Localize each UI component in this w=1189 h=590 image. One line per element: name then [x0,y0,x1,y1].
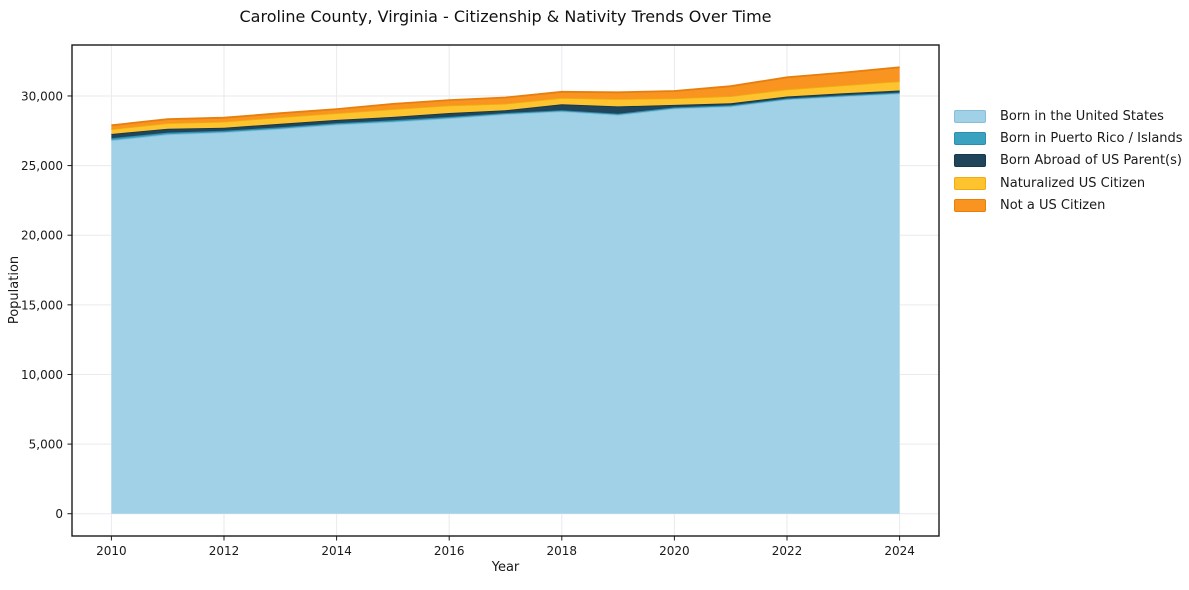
legend-swatch-not-citizen [954,199,986,213]
legend-swatch-born-in-us [954,109,986,123]
svg-text:2016: 2016 [434,544,465,558]
svg-text:2020: 2020 [659,544,690,558]
legend-item-born-in-us: Born in the United States [954,105,1183,127]
svg-text:25,000: 25,000 [21,159,63,173]
x-axis-label: Year [491,560,520,575]
y-axis-label: Population [7,255,22,325]
svg-text:0: 0 [55,507,63,521]
svg-text:2018: 2018 [547,544,578,558]
legend-label: Naturalized US Citizen [1000,175,1146,191]
legend-label: Born Abroad of US Parent(s) [1000,153,1182,169]
svg-text:15,000: 15,000 [21,298,63,312]
svg-text:2012: 2012 [209,544,240,558]
svg-text:5,000: 5,000 [29,438,63,452]
svg-text:2010: 2010 [96,544,127,558]
svg-text:2022: 2022 [772,544,803,558]
svg-text:30,000: 30,000 [21,89,63,103]
legend-item-born-abroad: Born Abroad of US Parent(s) [954,150,1183,172]
svg-text:2024: 2024 [884,544,915,558]
legend-label: Born in Puerto Rico / Islands [1000,131,1183,147]
legend-swatch-puerto-rico-islands [954,132,986,146]
legend-item-puerto-rico-islands: Born in Puerto Rico / Islands [954,127,1183,149]
legend-label: Not a US Citizen [1000,198,1106,214]
legend-label: Born in the United States [1000,108,1164,124]
svg-text:2014: 2014 [321,544,352,558]
legend-swatch-born-abroad [954,154,986,168]
legend-item-naturalized: Naturalized US Citizen [954,172,1183,194]
chart-title: Caroline County, Virginia - Citizenship … [239,7,772,26]
legend-item-not-citizen: Not a US Citizen [954,195,1183,217]
legend-swatch-naturalized [954,176,986,190]
svg-text:10,000: 10,000 [21,368,63,382]
svg-text:20,000: 20,000 [21,229,63,243]
legend: Born in the United States Born in Puerto… [954,105,1183,217]
